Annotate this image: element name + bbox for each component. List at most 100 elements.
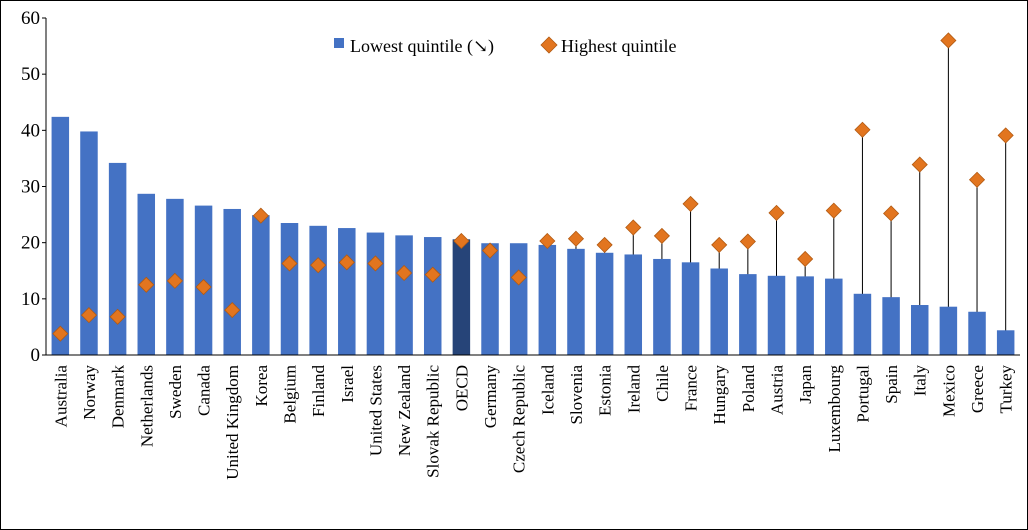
y-tick-60: 60 <box>21 8 40 29</box>
marker-australia <box>52 325 69 342</box>
bar-netherlands <box>137 193 156 355</box>
x-tick-portugal: Portugal <box>853 365 872 423</box>
bar-oecd <box>452 239 471 355</box>
x-tick-estonia: Estonia <box>596 365 615 416</box>
bar-france <box>681 262 700 355</box>
marker-mexico <box>940 32 957 49</box>
marker-slovenia <box>567 230 585 247</box>
legend-marker-swatch <box>540 36 558 54</box>
bar-slovak-republic <box>423 237 442 355</box>
bar-turkey <box>996 330 1015 355</box>
marker-turkey <box>997 127 1014 144</box>
x-tick-belgium: Belgium <box>281 365 300 424</box>
marker-new-zealand <box>396 264 413 282</box>
x-tick-ireland: Ireland <box>624 365 643 414</box>
bar-czech-republic <box>509 243 528 355</box>
x-tick-united-states: United States <box>366 365 385 456</box>
x-tick-israel: Israel <box>338 365 357 403</box>
bar-japan <box>796 276 814 355</box>
bar-poland <box>739 274 757 355</box>
legend-bar-label: Lowest quintile (↘) <box>350 36 494 57</box>
marker-united-kingdom <box>224 302 241 319</box>
bar-finland <box>309 225 327 355</box>
y-tick-20: 20 <box>21 233 40 254</box>
legend-box <box>318 26 730 64</box>
marker-slovak-republic <box>424 266 441 283</box>
bar-iceland <box>538 244 557 355</box>
bar-hungary <box>710 268 728 355</box>
bar-mexico <box>939 306 958 355</box>
marker-netherlands <box>138 276 155 293</box>
bar-germany <box>481 243 499 355</box>
bar-korea <box>252 215 270 355</box>
x-tick-denmark: Denmark <box>109 365 128 429</box>
bar-austria <box>767 275 786 355</box>
marker-estonia <box>596 236 613 253</box>
marker-korea <box>252 207 269 224</box>
marker-oecd <box>453 232 470 250</box>
y-tick-0: 0 <box>31 345 41 366</box>
marker-finland <box>310 257 327 274</box>
bar-australia <box>51 116 70 355</box>
marker-iceland <box>539 232 556 250</box>
x-tick-poland: Poland <box>739 365 758 413</box>
bar-series <box>51 116 1015 355</box>
x-tick-hungary: Hungary <box>710 365 729 425</box>
x-tick-norway: Norway <box>80 365 99 420</box>
y-tick-10: 10 <box>21 289 40 310</box>
marker-canada <box>195 278 212 296</box>
marker-france <box>682 195 699 212</box>
marker-ireland <box>625 219 642 236</box>
x-tick-france: France <box>682 365 701 411</box>
bar-portugal <box>853 293 872 355</box>
y-axis-ticks: 0 10 20 30 40 50 60 <box>21 8 46 366</box>
x-tick-germany: Germany <box>481 365 500 429</box>
marker-spain <box>883 205 900 222</box>
bar-belgium <box>280 223 299 355</box>
marker-hungary <box>711 236 728 253</box>
marker-japan <box>797 250 814 268</box>
y-tick-40: 40 <box>21 120 40 141</box>
x-tick-spain: Spain <box>882 365 901 404</box>
x-tick-italy: Italy <box>911 365 930 397</box>
marker-portugal <box>854 121 871 138</box>
marker-united-states <box>367 255 384 272</box>
marker-series <box>52 32 1014 342</box>
marker-chile <box>653 227 670 244</box>
bar-italy <box>910 305 929 355</box>
x-axis-ticks: Australia Norway Denmark Netherlands Sweden C… <box>51 365 1015 480</box>
legend-marker-label: Highest quintile <box>561 36 677 56</box>
y-tick-30: 30 <box>21 177 40 198</box>
marker-poland <box>739 233 756 250</box>
bar-slovenia <box>567 248 585 355</box>
x-tick-australia: Australia <box>51 365 70 428</box>
bar-denmark <box>108 162 127 355</box>
bar-estonia <box>595 252 614 355</box>
x-tick-sweden: Sweden <box>166 365 185 419</box>
x-tick-slovak-republic: Slovak Republic <box>424 365 443 478</box>
x-tick-finland: Finland <box>309 365 328 417</box>
x-tick-greece: Greece <box>968 365 987 413</box>
bar-spain <box>882 297 900 355</box>
axes <box>45 18 1020 356</box>
marker-denmark <box>109 308 126 325</box>
x-tick-mexico: Mexico <box>939 365 958 417</box>
bar-israel <box>338 228 356 355</box>
x-tick-united-kingdom: United Kingdom <box>223 365 242 480</box>
marker-norway <box>80 307 98 324</box>
marker-sweden <box>166 272 183 289</box>
marker-austria <box>768 204 785 221</box>
marker-italy <box>911 156 928 173</box>
bar-luxembourg <box>825 278 843 355</box>
x-tick-chile: Chile <box>653 365 672 402</box>
x-tick-iceland: Iceland <box>538 365 557 416</box>
marker-germany <box>481 242 499 259</box>
bar-norway <box>80 131 98 355</box>
x-tick-czech-republic: Czech Republic <box>510 365 529 474</box>
bar-united-states <box>366 232 385 355</box>
x-tick-austria: Austria <box>768 365 787 416</box>
marker-greece <box>968 171 986 188</box>
x-tick-korea: Korea <box>252 365 271 407</box>
x-tick-new-zealand: New Zealand <box>395 365 414 457</box>
